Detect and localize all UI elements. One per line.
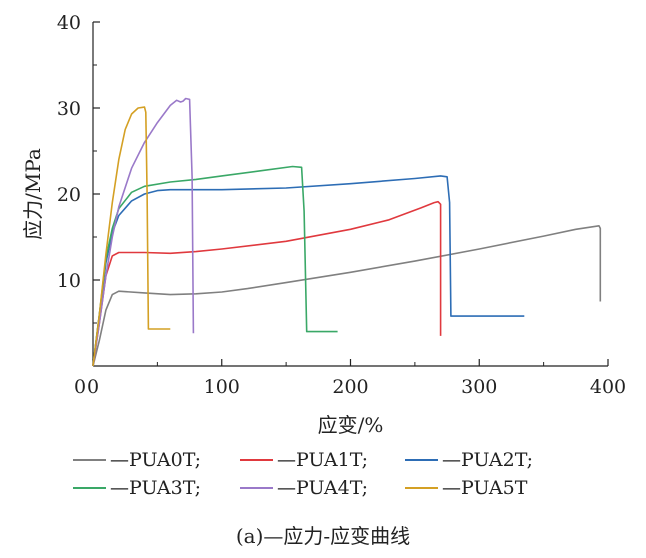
legend-label-1: —PUA1T; <box>277 449 368 471</box>
legend-label-2: —PUA2T; <box>442 449 533 471</box>
series-line-2 <box>92 175 525 367</box>
series-line-4 <box>92 97 195 367</box>
y-axis-title: 应力/MPa <box>21 148 45 240</box>
x-tick-label: 400 <box>590 376 626 398</box>
series-line-5 <box>92 106 171 367</box>
legend: —PUA0T; —PUA1T; —PUA2T; —PUA3T; —PUA4T; —PUA5… <box>73 449 533 499</box>
x-tick-label: 300 <box>461 376 497 398</box>
x-tick-label: 0 <box>87 376 99 398</box>
x-tick-label: 200 <box>332 376 368 398</box>
legend-label-4: —PUA4T; <box>277 477 368 499</box>
x-axis-title: 应变/% <box>318 413 384 437</box>
y-tick-label: 10 <box>57 270 81 292</box>
x-tick-label: 100 <box>204 376 240 398</box>
origin-tick-label: 0 <box>74 376 86 398</box>
series-line-0 <box>92 225 602 367</box>
series-line-3 <box>92 165 338 367</box>
legend-label-3: —PUA3T; <box>110 477 201 499</box>
chart-caption: (a)—应力-应变曲线 <box>235 524 411 548</box>
legend-label-0: —PUA0T; <box>110 449 201 471</box>
y-tick-label: 40 <box>57 12 81 34</box>
y-tick-label: 30 <box>57 98 81 120</box>
legend-label-5: —PUA5T <box>442 477 528 499</box>
y-tick-label: 20 <box>57 184 81 206</box>
series-layer <box>92 97 602 367</box>
series-line-1 <box>92 200 442 367</box>
